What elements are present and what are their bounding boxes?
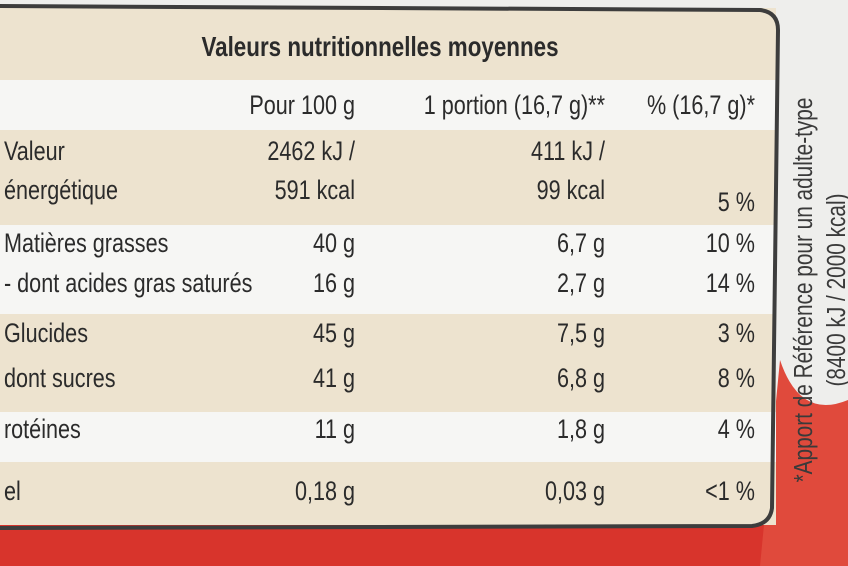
table-title: Valeurs nutritionnelles moyennes [201, 32, 558, 63]
row-band [0, 462, 776, 525]
cell-value: 4 % [718, 415, 755, 445]
cell-value: 3 % [718, 319, 755, 349]
cell-value: 11 g [315, 415, 355, 445]
cell-value: 0,03 g [545, 477, 605, 507]
cell-value: 1,8 g [557, 415, 605, 445]
column-header: % (16,7 g)* [647, 91, 755, 121]
cell-value: 41 g [313, 364, 355, 394]
row-label: Valeur [4, 137, 65, 167]
row-label: Glucides [4, 319, 88, 349]
cell-value: 5 % [718, 188, 755, 218]
cell-value: 0,18 g [295, 477, 355, 507]
cell-value: 10 % [706, 229, 755, 259]
row-label: Matières grasses [4, 229, 168, 259]
cell-value: <1 % [705, 477, 755, 507]
row-band [0, 314, 776, 412]
side-note: *Apport de Référence pour un adulte-type… [789, 98, 848, 483]
cell-value: 2,7 g [557, 269, 605, 299]
row-label: el [4, 477, 21, 507]
cell-value: 6,7 g [557, 229, 605, 259]
row-band [0, 412, 776, 462]
table-border [0, 4, 781, 530]
cell-value: 8 % [718, 364, 755, 394]
cell-value: 591 kcal [275, 176, 355, 206]
red-packaging [0, 520, 848, 566]
title-band [0, 8, 776, 80]
row-label: dont sucres [4, 364, 116, 394]
cell-value: 6,8 g [557, 364, 605, 394]
cell-value: 40 g [313, 229, 355, 259]
cell-value: 16 g [313, 269, 355, 299]
red-packaging-side [760, 360, 848, 566]
row-label: - dont acides gras saturés [4, 269, 252, 299]
column-header: 1 portion (16,7 g)** [424, 91, 606, 121]
table-bands [0, 8, 776, 525]
cell-value: 45 g [313, 319, 355, 349]
cell-value: 411 kJ / [531, 137, 605, 167]
header-band [0, 80, 776, 130]
side-note-line: (8400 kJ / 2000 kcal) [822, 194, 848, 387]
cell-value: 7,5 g [557, 319, 605, 349]
table-text: Valeurs nutritionnelles moyennes Pour 100… [4, 32, 755, 507]
row-label: rotéines [4, 415, 81, 445]
cell-value: 99 kcal [537, 176, 605, 206]
row-label: énergétique [4, 176, 118, 206]
side-note-line: *Apport de Référence pour un adulte-type [789, 98, 818, 483]
row-band [0, 225, 776, 314]
column-header: Pour 100 g [249, 91, 355, 121]
row-band [0, 130, 776, 225]
cell-value: 2462 kJ / [267, 137, 355, 167]
cell-value: 14 % [706, 269, 755, 299]
